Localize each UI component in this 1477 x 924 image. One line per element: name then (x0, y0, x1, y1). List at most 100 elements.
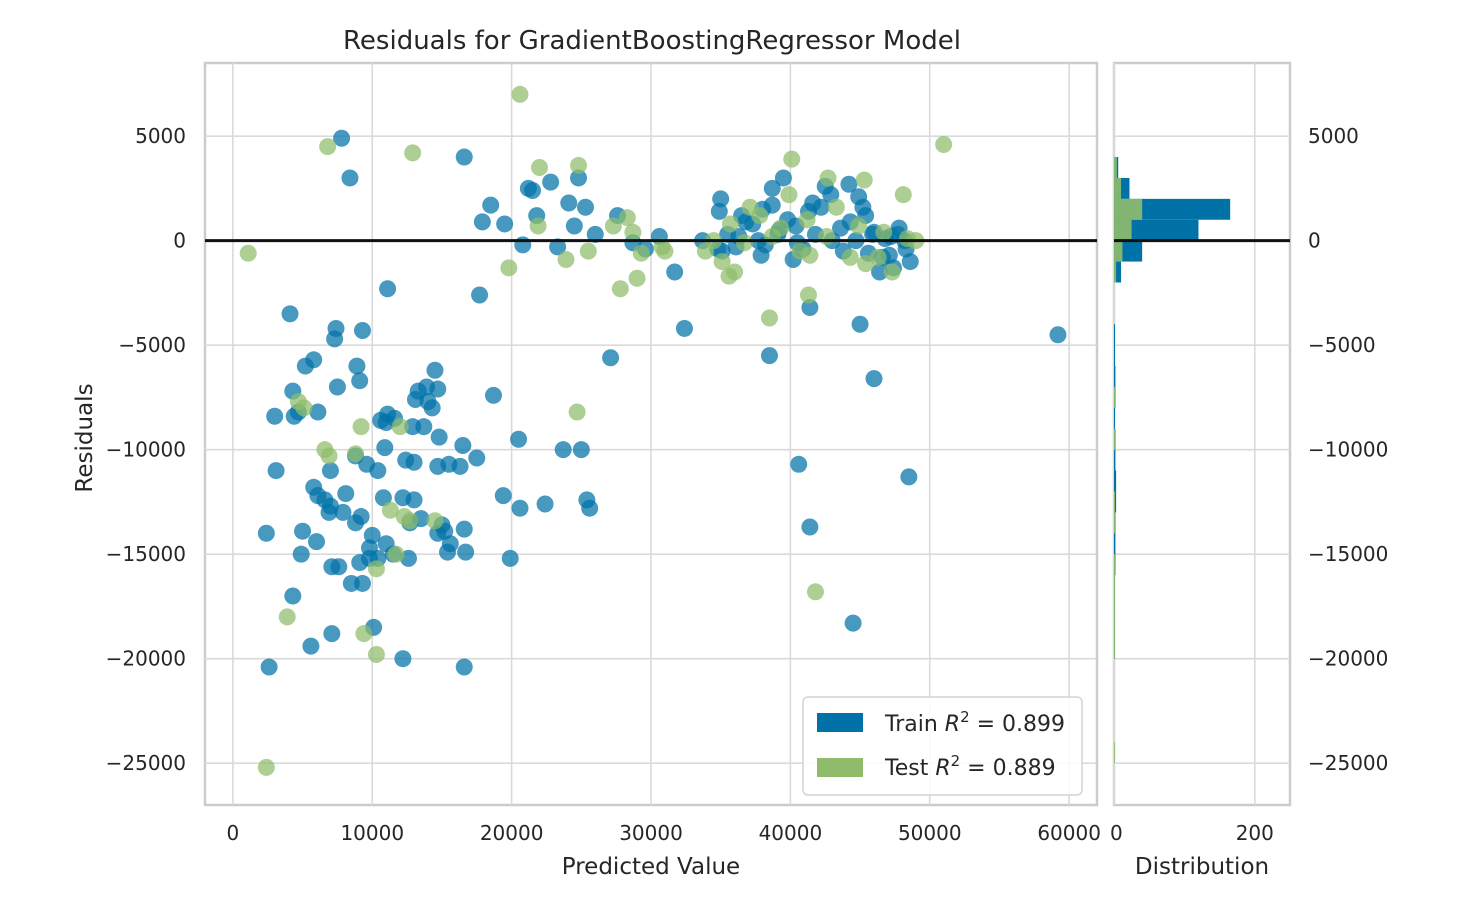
x-tick-label: 60000 (1037, 821, 1101, 845)
train-point (496, 215, 514, 233)
histogram-bar-test (1114, 261, 1117, 283)
x-tick-label: 10000 (340, 821, 404, 845)
train-point (900, 468, 918, 486)
train-point (482, 196, 500, 214)
histogram-y-tick-label: −25000 (1308, 751, 1388, 775)
scatter-points (239, 85, 1067, 776)
train-point (710, 202, 728, 220)
test-point (798, 211, 816, 229)
test-point (799, 286, 817, 304)
train-point (854, 198, 872, 216)
x-tick-label: 20000 (480, 821, 544, 845)
train-point (536, 495, 554, 513)
test-point (500, 259, 518, 277)
train-point (485, 386, 503, 404)
train-point (353, 574, 371, 592)
residuals-distribution-panel: 0 200 50000−5000−10000−15000−20000−25000 … (1110, 61, 1388, 880)
histogram-frame (1112, 61, 1292, 807)
train-point (801, 518, 819, 536)
test-point (568, 403, 586, 421)
train-point (351, 372, 369, 390)
train-point (468, 449, 486, 467)
test-point (713, 253, 731, 271)
y-tick-label: −15000 (106, 542, 186, 566)
test-point (570, 156, 588, 174)
test-point (511, 85, 529, 103)
legend-swatch-train (817, 713, 863, 732)
train-point (511, 499, 529, 517)
histogram-bar-train (1114, 219, 1199, 241)
histogram-x-tick-label: 200 (1236, 821, 1274, 845)
train-point (666, 263, 684, 281)
train-point (790, 455, 808, 473)
train-point (774, 169, 792, 187)
test-point (818, 227, 836, 245)
histogram-x-tick-label: 0 (1110, 821, 1123, 845)
train-point (374, 489, 392, 507)
train-point (341, 169, 359, 187)
histogram-bar-train (1114, 449, 1116, 471)
test-point (720, 267, 738, 285)
test-point (579, 242, 597, 260)
train-point (379, 280, 397, 298)
test-point (295, 399, 313, 417)
histogram-bar-test (1114, 637, 1115, 659)
test-point (741, 198, 759, 216)
legend-label-test: Test R2 = 0.889 (884, 752, 1056, 781)
test-point (841, 248, 859, 266)
histogram-y-ticks: 5000 0 −5000 −10000 −15000 −20000 −25000 (1308, 124, 1388, 775)
y-tick-label: −10000 (106, 438, 186, 462)
train-point (333, 129, 351, 147)
histogram-bar-train (1114, 198, 1231, 220)
residuals-scatter-panel: 0 10000 20000 30000 40000 50000 60000 50000−50… (72, 61, 1101, 880)
train-point (430, 428, 448, 446)
histogram-bar-test (1114, 595, 1115, 617)
train-point (901, 253, 919, 271)
histogram-bar-train (1114, 533, 1116, 555)
train-point (524, 181, 542, 199)
test-point (656, 242, 674, 260)
train-point (423, 399, 441, 417)
histogram-bar-train (1114, 407, 1115, 429)
test-point (628, 269, 646, 287)
histogram-bar-test (1114, 575, 1115, 596)
train-point (281, 305, 299, 323)
train-point (352, 508, 370, 526)
train-point (348, 357, 366, 375)
train-point (844, 614, 862, 632)
x-tick-label: 30000 (619, 821, 683, 845)
train-point (321, 462, 339, 480)
test-point (850, 217, 868, 235)
test-point (529, 217, 547, 235)
histogram-bar-test (1114, 198, 1143, 220)
train-point (353, 322, 371, 340)
train-point (260, 658, 278, 676)
x-tick-label: 0 (227, 821, 240, 845)
test-point (806, 583, 824, 601)
histogram-bar-test (1114, 386, 1115, 408)
train-point (327, 319, 345, 337)
train-point (294, 522, 312, 540)
train-point (581, 499, 599, 517)
x-tick-label: 50000 (898, 821, 962, 845)
train-point (549, 238, 567, 256)
test-point (760, 309, 778, 327)
train-point (369, 462, 387, 480)
test-point (391, 418, 409, 436)
histogram-bar-train (1114, 345, 1115, 367)
train-point (267, 462, 285, 480)
train-point (451, 457, 469, 475)
train-point (405, 491, 423, 509)
train-point (570, 169, 588, 187)
test-point (763, 227, 781, 245)
train-point (457, 543, 475, 561)
test-point (827, 198, 845, 216)
test-point (239, 244, 257, 262)
histogram-bar-test (1114, 512, 1115, 534)
train-point (429, 380, 447, 398)
test-point (894, 186, 912, 204)
test-point (883, 263, 901, 281)
test-point (531, 159, 548, 177)
histogram-bar-train (1114, 261, 1122, 283)
legend-swatch-test (817, 758, 863, 777)
